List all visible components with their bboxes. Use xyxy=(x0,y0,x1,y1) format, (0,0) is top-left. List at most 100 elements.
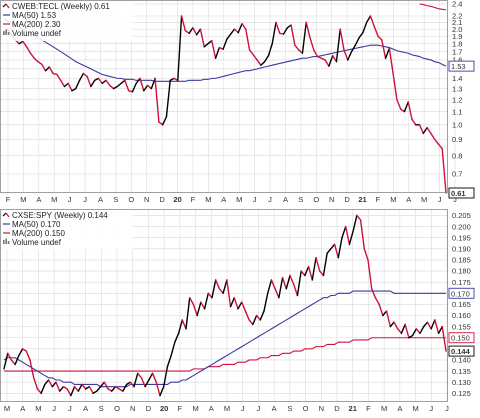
price-segment xyxy=(66,388,72,397)
price-segment xyxy=(129,381,135,388)
x-tick-label: 21 xyxy=(358,195,366,204)
price-segment xyxy=(111,385,117,392)
price-segment xyxy=(354,36,360,46)
price-segment xyxy=(422,126,428,135)
x-tick-label: M xyxy=(192,404,198,413)
x-tick-label: F xyxy=(191,195,196,204)
bot-price-series xyxy=(3,214,447,397)
price-segment xyxy=(419,325,425,334)
price-segment xyxy=(215,279,221,290)
y-tick-label: 0.155 xyxy=(452,322,471,331)
price-segment xyxy=(150,77,156,90)
svg-text:1.53: 1.53 xyxy=(451,62,466,71)
price-segment xyxy=(44,66,51,72)
x-tick-label: S xyxy=(99,404,104,413)
price-segment xyxy=(393,321,399,330)
price-segment xyxy=(411,328,417,337)
price-segment xyxy=(289,274,295,286)
price-segment xyxy=(71,87,77,92)
price-segment xyxy=(33,377,39,390)
price-segment xyxy=(430,319,436,330)
price-segment xyxy=(137,372,143,379)
price-segment xyxy=(241,23,247,30)
price-segment xyxy=(93,77,100,82)
price-segment xyxy=(278,277,284,299)
price-segment xyxy=(426,321,432,330)
price-segment xyxy=(333,243,339,259)
price-segment xyxy=(133,372,139,388)
price-segment xyxy=(397,328,403,334)
price-segment xyxy=(343,49,349,61)
price-segment xyxy=(203,292,209,310)
y-tick-label: 0.9 xyxy=(452,135,462,144)
price-segment xyxy=(418,124,425,135)
price-segment xyxy=(407,101,413,121)
price-segment xyxy=(163,365,169,388)
price-segment xyxy=(135,77,141,85)
price-segment xyxy=(92,390,98,395)
top-x-axis: F M A M J J A S O N D 20 F M A M J J A S O N D 21 F M A M J J xyxy=(6,195,457,204)
y-tick-label: 0.7 xyxy=(452,170,462,179)
x-tick-label: J xyxy=(68,404,72,413)
price-segment xyxy=(222,38,228,50)
price-segment xyxy=(125,381,131,386)
price-segment xyxy=(29,359,35,379)
price-segment xyxy=(404,323,410,339)
price-segment xyxy=(270,279,276,290)
price-segment xyxy=(44,379,50,386)
price-segment xyxy=(328,55,334,67)
price-segment xyxy=(388,47,394,75)
x-tick-label: M xyxy=(4,404,10,413)
price-segment xyxy=(423,321,429,328)
price-segment xyxy=(245,28,251,51)
x-tick-label: J xyxy=(253,195,257,204)
price-segment xyxy=(55,381,61,392)
price-segment xyxy=(392,72,398,101)
price-segment xyxy=(165,79,171,118)
price-segment xyxy=(226,33,232,40)
price-segment xyxy=(363,248,369,261)
y-tick-label: 1.8 xyxy=(452,39,462,48)
y-tick-label: 1.4 xyxy=(452,74,462,83)
legend-entry: MA(50) 0.170 xyxy=(12,220,61,229)
x-tick-label: D xyxy=(159,195,165,204)
price-segment xyxy=(48,66,54,75)
price-segment xyxy=(415,328,421,334)
price-segment xyxy=(358,31,364,39)
y-tick-label: 1.0 xyxy=(452,120,462,129)
price-segment xyxy=(271,21,277,45)
price-segment xyxy=(177,15,183,82)
svg-text:0.150: 0.150 xyxy=(451,334,470,343)
x-tick-label: F xyxy=(376,195,381,204)
top-y-axis: 2.42.22.12.01.91.81.71.61.51.41.31.21.11… xyxy=(452,0,462,179)
price-segment xyxy=(275,21,281,35)
price-segment xyxy=(62,385,68,390)
price-segment xyxy=(352,214,358,232)
price-segment xyxy=(114,385,120,390)
price-segment xyxy=(99,381,105,388)
price-segment xyxy=(10,359,16,366)
y-tick-label: 0.195 xyxy=(452,233,471,242)
top-plot-frame xyxy=(0,0,448,193)
price-segment xyxy=(307,265,313,281)
price-segment xyxy=(356,214,362,221)
price-segment xyxy=(184,29,190,35)
y-tick-label: 0.130 xyxy=(452,378,471,387)
price-segment xyxy=(25,46,32,54)
top-value-badges: 1.53 0.61 xyxy=(448,60,475,199)
x-tick-label: S xyxy=(113,195,118,204)
price-segment xyxy=(400,323,406,334)
price-segment xyxy=(285,274,291,290)
x-tick-label: A xyxy=(98,195,103,204)
price-segment xyxy=(86,75,92,88)
price-segment xyxy=(118,388,124,392)
price-segment xyxy=(144,379,150,388)
price-segment xyxy=(177,319,183,334)
price-segment xyxy=(233,28,239,34)
price-segment xyxy=(313,49,319,58)
x-tick-label: F xyxy=(6,195,11,204)
price-segment xyxy=(241,301,247,312)
price-segment xyxy=(229,28,236,35)
price-segment xyxy=(88,385,94,395)
y-tick-label: 0.180 xyxy=(452,267,471,276)
